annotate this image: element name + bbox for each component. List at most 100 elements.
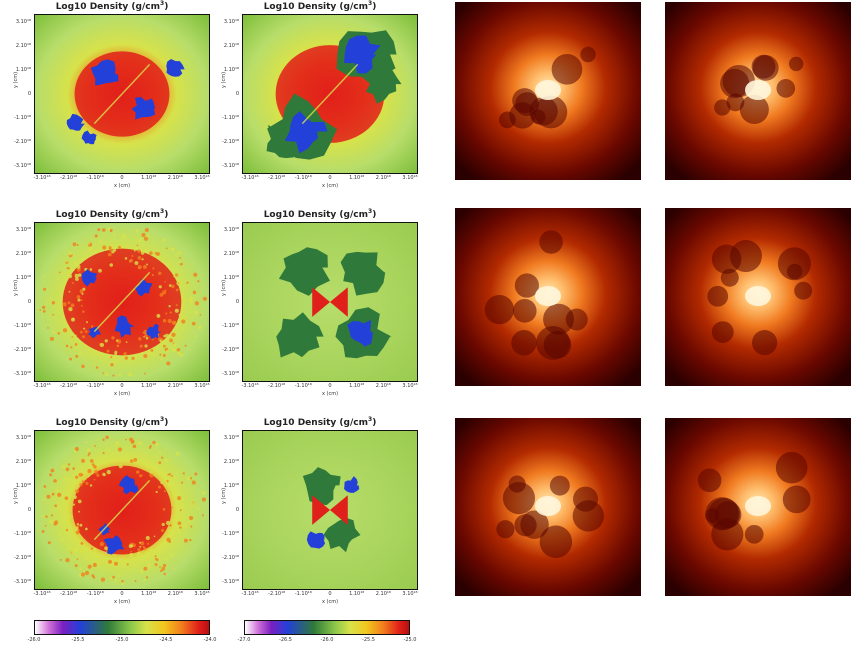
xray-cavity bbox=[539, 230, 563, 254]
density-speckle bbox=[110, 563, 114, 567]
y-tick-label: -3.10¹⁸ bbox=[14, 579, 31, 585]
density-void bbox=[344, 476, 360, 493]
density-speckle bbox=[80, 572, 85, 577]
xray-cavity bbox=[511, 330, 537, 356]
x-tick-label: 1.10¹⁸ bbox=[349, 175, 365, 181]
density-jet bbox=[312, 287, 330, 317]
y-tick-label: -1.10¹⁸ bbox=[14, 115, 31, 121]
density-speckle bbox=[94, 250, 97, 254]
density-speckle bbox=[73, 449, 77, 453]
density-speckle bbox=[52, 330, 56, 334]
density-speckle bbox=[110, 356, 113, 359]
x-tick-label: 3.10¹⁸ bbox=[194, 591, 210, 597]
density-speckle bbox=[46, 302, 49, 305]
density-speckle bbox=[161, 528, 165, 532]
xray-core bbox=[535, 286, 561, 306]
density-speckle bbox=[173, 495, 178, 500]
density-speckle bbox=[169, 553, 174, 557]
density-speckle bbox=[178, 280, 183, 285]
y-tick-label: 2.10¹⁸ bbox=[223, 251, 239, 257]
density-void bbox=[166, 58, 185, 77]
density-jet-axis bbox=[301, 63, 359, 125]
density-map bbox=[242, 222, 418, 382]
density-speckle bbox=[138, 337, 142, 341]
density-speckle bbox=[43, 485, 47, 488]
density-speckle bbox=[58, 271, 61, 274]
density-speckle bbox=[109, 576, 113, 580]
density-speckle bbox=[162, 508, 166, 511]
density-speckle bbox=[42, 305, 46, 309]
density-speckle bbox=[72, 503, 75, 506]
density-speckle bbox=[175, 451, 180, 457]
density-speckle bbox=[131, 254, 134, 257]
density-speckle bbox=[65, 528, 69, 532]
y-tick-label: -2.10¹⁸ bbox=[14, 347, 31, 353]
density-speckle bbox=[172, 343, 177, 347]
density-speckle bbox=[114, 578, 118, 581]
density-void bbox=[88, 326, 101, 339]
density-speckle bbox=[179, 257, 181, 259]
density-speckle bbox=[161, 566, 166, 571]
density-speckle bbox=[64, 496, 69, 501]
density-speckle bbox=[86, 448, 91, 452]
panel-title: Log10 Density (g/cm3) bbox=[55, 0, 169, 12]
density-speckle bbox=[149, 445, 152, 448]
density-speckle bbox=[67, 513, 71, 518]
xray-cavity bbox=[711, 321, 734, 344]
x-tick-label: -2.10¹⁸ bbox=[60, 591, 78, 597]
density-speckle bbox=[201, 497, 206, 502]
density-speckle bbox=[139, 344, 143, 348]
xray-cavity bbox=[549, 475, 570, 496]
density-speckle bbox=[104, 372, 109, 377]
density-svg bbox=[35, 431, 209, 589]
density-speckle bbox=[76, 295, 81, 299]
y-tick-label: 1.10¹⁸ bbox=[223, 67, 239, 73]
xray-cavity bbox=[739, 94, 769, 125]
density-speckle bbox=[188, 296, 194, 301]
xray-image-r3-left bbox=[455, 418, 641, 596]
density-speckle bbox=[102, 438, 105, 441]
density-speckle bbox=[194, 301, 200, 306]
density-speckle bbox=[166, 464, 169, 467]
density-speckle bbox=[186, 476, 191, 481]
x-tick-label: 2.10¹⁸ bbox=[375, 591, 391, 597]
density-speckle bbox=[82, 310, 85, 313]
xray-cavity bbox=[514, 273, 539, 298]
density-speckle bbox=[144, 227, 149, 232]
xray-cavity bbox=[484, 294, 515, 325]
y-tick-label: -3.10¹⁸ bbox=[14, 163, 31, 169]
density-speckle bbox=[65, 344, 69, 348]
density-speckle bbox=[109, 229, 113, 233]
density-speckle bbox=[166, 479, 169, 483]
density-speckle bbox=[45, 515, 48, 518]
xray-cavity bbox=[794, 281, 813, 300]
xray-core bbox=[535, 80, 561, 100]
density-speckle bbox=[74, 564, 78, 568]
density-speckle bbox=[163, 572, 166, 576]
density-speckle bbox=[116, 573, 121, 578]
density-speckle bbox=[177, 351, 182, 356]
density-speckle bbox=[144, 344, 148, 348]
colorbar-tick-label: -26.0 bbox=[27, 637, 41, 643]
density-speckle bbox=[93, 465, 97, 469]
density-speckle bbox=[98, 268, 102, 273]
density-speckle bbox=[155, 490, 158, 494]
density-speckle bbox=[107, 227, 111, 231]
density-speckle bbox=[74, 526, 79, 531]
density-svg bbox=[243, 431, 417, 589]
xray-cavity bbox=[744, 524, 764, 544]
density-speckle bbox=[43, 287, 47, 291]
xray-cavity bbox=[580, 46, 596, 63]
x-tick-label: 0 bbox=[120, 383, 124, 389]
density-speckle bbox=[75, 475, 79, 479]
density-speckle bbox=[55, 489, 59, 493]
panel-title: Log10 Density (g/cm3) bbox=[55, 416, 169, 428]
density-speckle bbox=[171, 518, 175, 522]
density-speckle bbox=[140, 570, 144, 574]
density-speckle bbox=[164, 289, 167, 292]
x-tick-label: -3.10¹⁸ bbox=[241, 383, 259, 389]
y-axis-label: y (cm) bbox=[13, 71, 19, 88]
xray-svg bbox=[665, 418, 851, 596]
density-speckle bbox=[157, 485, 161, 489]
density-speckle bbox=[111, 452, 115, 455]
